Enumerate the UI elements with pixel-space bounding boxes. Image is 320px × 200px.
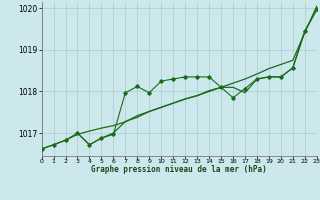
X-axis label: Graphe pression niveau de la mer (hPa): Graphe pression niveau de la mer (hPa) (91, 165, 267, 174)
